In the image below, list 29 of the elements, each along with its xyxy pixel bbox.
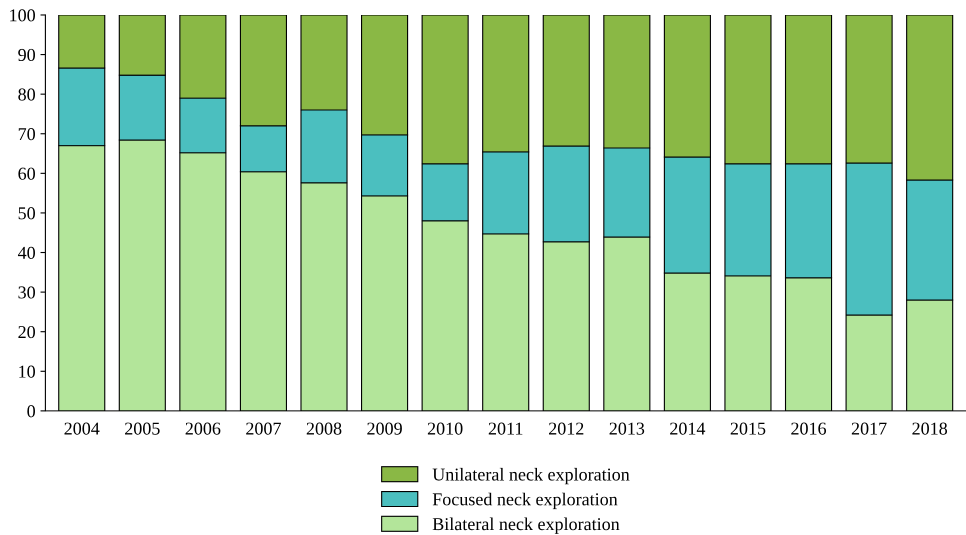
- x-tick-label: 2014: [670, 422, 706, 435]
- x-tick-label: 2009: [367, 422, 402, 435]
- x-tick-label: 2018: [912, 422, 948, 435]
- y-tick-label: 30: [18, 286, 35, 299]
- x-tick-label: 2011: [488, 422, 522, 435]
- x-tick-label: 2016: [791, 422, 826, 435]
- x-tick-label: 2013: [610, 422, 644, 435]
- x-tick-label: 2010: [428, 422, 463, 435]
- x-tick-label: 2017: [852, 422, 887, 435]
- x-tick-label: 2007: [246, 422, 281, 435]
- legend-label: Unilateral neck exploration: [432, 468, 630, 484]
- legend-label: Bilateral neck exploration: [432, 517, 620, 534]
- y-tick-label: 60: [18, 168, 35, 180]
- x-tick-label: 2006: [186, 422, 220, 435]
- y-tick-label: 20: [18, 326, 35, 338]
- y-tick-label: 100: [10, 9, 35, 22]
- y-tick-label: 80: [18, 88, 35, 101]
- x-tick-label: 2015: [730, 422, 766, 435]
- legend-label: Focused neck exploration: [432, 492, 618, 510]
- x-tick-label: 2012: [549, 422, 584, 435]
- y-tick-label: 90: [18, 48, 35, 62]
- x-tick-label: 2004: [64, 422, 100, 435]
- y-tick-label: 10: [19, 366, 35, 378]
- x-tick-label: 2008: [306, 422, 342, 435]
- y-tick-label: 70: [18, 128, 35, 140]
- y-tick-label: 40: [18, 246, 35, 259]
- y-tick-label: 50: [18, 207, 35, 220]
- x-tick-label: 2005: [125, 422, 160, 435]
- y-tick-label: 0: [27, 405, 35, 418]
